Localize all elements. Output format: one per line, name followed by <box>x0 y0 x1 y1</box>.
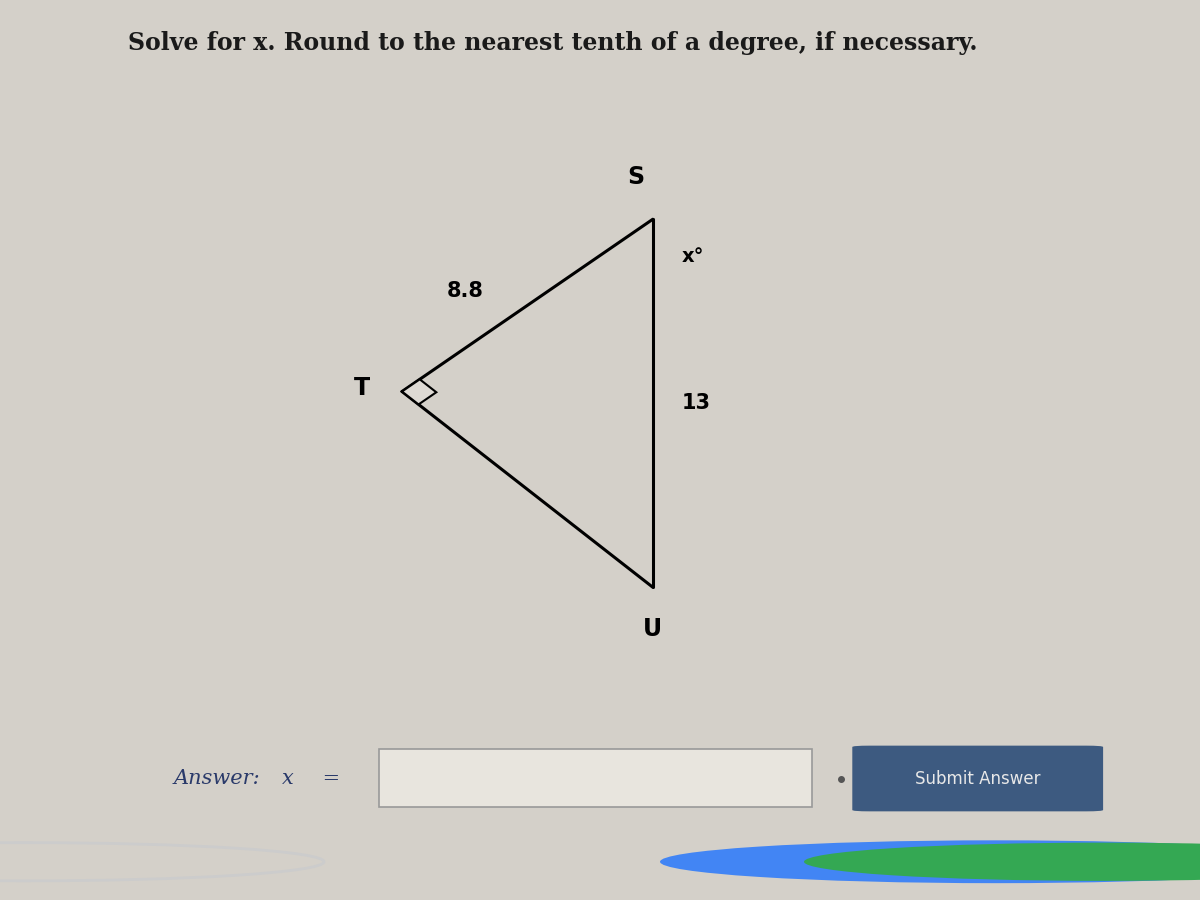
Text: Solve for x. Round to the nearest tenth of a degree, if necessary.: Solve for x. Round to the nearest tenth … <box>128 32 978 55</box>
Text: S: S <box>628 166 644 190</box>
Text: T: T <box>354 375 370 400</box>
FancyBboxPatch shape <box>379 749 812 807</box>
Text: Answer:: Answer: <box>174 769 268 788</box>
Polygon shape <box>402 379 437 404</box>
Text: 8.8: 8.8 <box>446 282 484 302</box>
Text: =: = <box>317 769 341 788</box>
Text: Submit Answer: Submit Answer <box>914 770 1040 788</box>
Circle shape <box>660 841 1200 883</box>
Text: x°: x° <box>682 247 704 266</box>
Circle shape <box>804 842 1200 881</box>
Text: x: x <box>282 769 294 788</box>
FancyBboxPatch shape <box>852 745 1103 812</box>
Text: 13: 13 <box>682 393 710 413</box>
Text: U: U <box>643 617 662 641</box>
